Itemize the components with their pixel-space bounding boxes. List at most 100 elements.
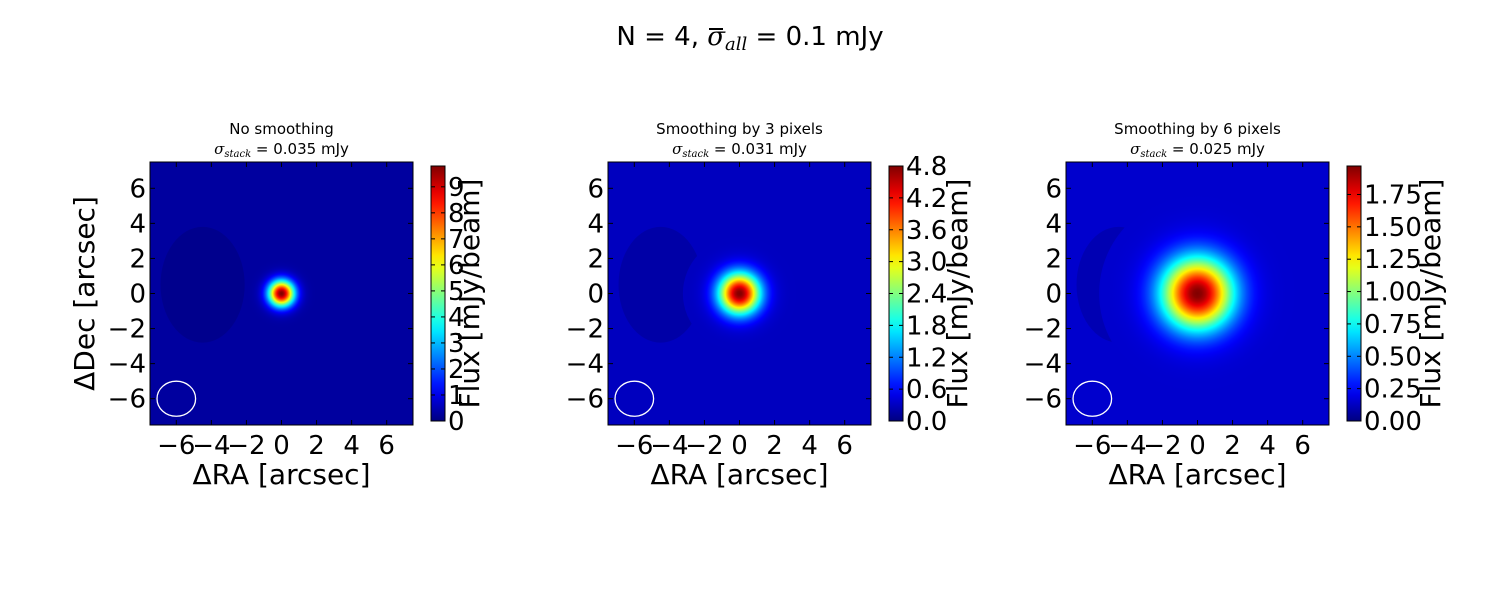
panel-subtitle-value: = 0.031 mJy [709,140,807,158]
panel-subtitle-sigma: σ [214,140,225,158]
figure-title-sigma-bar: σ [707,22,725,52]
noise-structure [160,226,245,343]
x-axis-label: ΔRA [arcsec] [1108,458,1286,491]
panel-subtitle: σstack = 0.035 mJy [214,140,349,160]
colorbar-tick-label: 9 [448,173,465,203]
x-tick-label: −2 [685,431,723,461]
panel-subtitle-value: = 0.025 mJy [1167,140,1265,158]
x-tick-label: 0 [273,431,290,461]
colorbar-label: Flux [mJy/beam] [453,179,486,409]
beam-ellipse [614,380,655,417]
x-tick-label: −2 [227,431,265,461]
y-axis-label: ΔDec [arcsec] [68,196,101,391]
colorbar-tick-label: 3.6 [906,216,947,246]
heatmap-image [1066,162,1329,425]
x-tick-label: 6 [836,431,853,461]
colorbar-tick-label: 5 [448,277,465,307]
y-tick-label: 4 [129,209,146,239]
colorbar-tick-label: 1 [448,381,465,411]
colorbar-tick-label: 0.50 [1364,342,1422,372]
figure-title-prefix: N = 4, [616,22,708,52]
panel-subtitle-sigma: σ [672,140,683,158]
y-tick-label: −4 [1024,350,1062,380]
panel-subtitle: σstack = 0.031 mJy [672,140,807,160]
colorbar-tick-label: 3.0 [906,248,947,278]
x-tick-label: 6 [1294,431,1311,461]
y-tick-label: −6 [566,385,604,415]
colorbar-tick-label: 0.6 [906,375,947,405]
colorbar-tick-label: 0.25 [1364,375,1422,405]
colorbar-tick-label: 2 [448,355,465,385]
y-tick-label: 4 [587,209,604,239]
heatmap-image [150,162,413,425]
colorbar-tick-label: 0.0 [906,407,947,437]
colorbar-label: Flux [mJy/beam] [1414,179,1447,409]
heatmap-image [608,162,871,425]
y-tick-label: 0 [587,280,604,310]
x-tick-label: 2 [1224,431,1241,461]
colorbar-tick-label: 0.00 [1364,407,1422,437]
figure-title-subscript: all [725,34,748,55]
x-tick-label: −6 [157,431,195,461]
x-tick-label: −6 [615,431,653,461]
x-tick-label: −4 [192,431,230,461]
figure-title-sigma: σ [707,22,726,52]
x-tick-label: −4 [650,431,688,461]
y-tick-label: −2 [108,315,146,345]
y-tick-label: 6 [129,174,146,204]
figure-title: N = 4, σall = 0.1 mJy [0,22,1500,55]
colorbar-tick-label: 3 [448,329,465,359]
panel-subtitle-subscript: stack [1140,149,1167,160]
y-tick-label: −4 [566,350,604,380]
panel-subtitle-value: = 0.035 mJy [251,140,349,158]
x-tick-label: 4 [343,431,360,461]
source-emission [245,257,318,330]
x-tick-label: −6 [1073,431,1111,461]
beam-ellipse [156,380,197,417]
colorbar-tick-label: 1.00 [1364,278,1422,308]
source-emission [1099,195,1296,392]
colorbar-tick-label: 4.2 [906,184,947,214]
x-tick-label: −4 [1108,431,1146,461]
beam-ellipse [1072,380,1113,417]
panel-title: No smoothing [229,120,334,138]
colorbar-tick-label: 6 [448,251,465,281]
colorbar-tick-label: 0.75 [1364,310,1422,340]
figure-title-suffix: = 0.1 mJy [747,22,884,52]
x-axis-label: ΔRA [arcsec] [192,458,370,491]
x-tick-label: 4 [1259,431,1276,461]
y-tick-label: 2 [587,244,604,274]
y-tick-label: −4 [108,350,146,380]
panel-title: Smoothing by 6 pixels [1114,120,1281,138]
y-tick-label: −6 [1024,385,1062,415]
colorbar [430,165,446,422]
y-tick-label: 2 [1045,244,1062,274]
y-tick-label: 2 [129,244,146,274]
panel-subtitle-subscript: stack [682,149,709,160]
colorbar-tick-label: 1.50 [1364,213,1422,243]
colorbar-tick-label: 4 [448,303,465,333]
x-tick-label: −2 [1143,431,1181,461]
colorbar-tick-label: 2.4 [906,280,947,310]
panel-subtitle-sigma: σ [1130,140,1141,158]
x-tick-label: 0 [731,431,748,461]
x-tick-label: 2 [308,431,325,461]
colorbar-tick-label: 1.75 [1364,180,1422,210]
colorbar [1346,165,1362,422]
panel-subtitle-subscript: stack [224,149,251,160]
colorbar-tick-label: 8 [448,199,465,229]
noise-structure [618,226,703,343]
colorbar-tick-label: 1.8 [906,311,947,341]
panel-subtitle: σstack = 0.025 mJy [1130,140,1265,160]
y-tick-label: 0 [1045,280,1062,310]
y-tick-label: 0 [129,280,146,310]
y-tick-label: 6 [587,174,604,204]
y-tick-label: −2 [566,315,604,345]
y-tick-label: −6 [108,385,146,415]
colorbar-tick-label: 1.25 [1364,245,1422,275]
colorbar-tick-label: 7 [448,225,465,255]
